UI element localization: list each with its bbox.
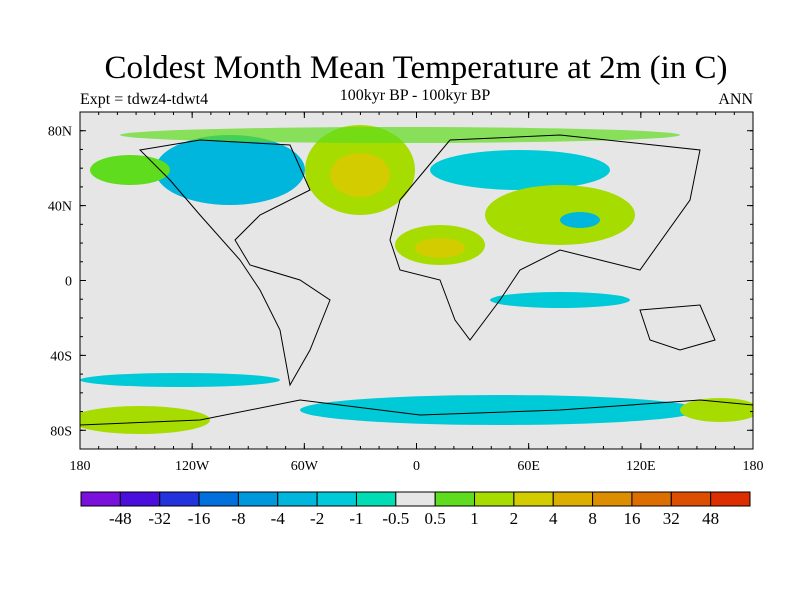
lat-tick-label: 80S xyxy=(50,424,72,439)
anomaly-patch xyxy=(300,395,700,425)
colorbar-box xyxy=(237,491,279,507)
axis-ticks: 180 120W 60W 0 60E 120E 180 80N 40N 0 40S 80S xyxy=(48,112,764,474)
colorbar-label: -1 xyxy=(349,509,363,528)
colorbar-box xyxy=(395,491,436,507)
anomaly-patch xyxy=(430,150,610,190)
colorbar-box xyxy=(552,491,594,507)
plot-title: Coldest Month Mean Temperature at 2m (in… xyxy=(104,50,728,86)
coastline-australia xyxy=(639,304,716,351)
anomaly-patch xyxy=(80,373,280,387)
colorbar-label: -32 xyxy=(148,509,171,528)
coastline-antarctica xyxy=(80,399,753,426)
colorbar-box xyxy=(316,491,357,507)
coastline-americas xyxy=(138,139,331,387)
colorbar-box xyxy=(198,491,239,507)
anomaly-patch xyxy=(490,292,630,308)
anomaly-patch xyxy=(90,155,170,185)
lon-tick-label: 60E xyxy=(517,459,540,474)
colorbar-label: 0.5 xyxy=(425,509,446,528)
lat-tick-label: 40S xyxy=(50,349,72,364)
period-label: 100kyr BP - 100kyr BP xyxy=(339,87,491,104)
lon-tick-label: 120W xyxy=(175,459,210,474)
colorbar-label: -4 xyxy=(271,509,286,528)
colorbar-box xyxy=(355,491,397,507)
anomaly-patch xyxy=(680,398,753,422)
colorbar-label: -16 xyxy=(188,509,211,528)
anomaly-patch xyxy=(155,135,305,205)
colorbar-box xyxy=(434,491,476,507)
anomaly-patch xyxy=(415,238,465,258)
colorbar-box xyxy=(119,491,161,507)
anomaly-patch xyxy=(330,153,390,197)
lat-tick-label: 40N xyxy=(48,200,72,215)
season-label: ANN xyxy=(718,91,753,108)
lon-tick-label: 180 xyxy=(70,459,91,474)
colorbar-box xyxy=(80,491,121,507)
colorbar-box xyxy=(159,491,200,507)
colorbar-label: -0.5 xyxy=(382,509,409,528)
colorbar-label: 16 xyxy=(623,509,640,528)
colorbar-label: 1 xyxy=(470,509,479,528)
coastline-eurasia-africa xyxy=(389,134,701,341)
lon-tick-label: 0 xyxy=(413,459,420,474)
lon-tick-label: 60W xyxy=(291,459,319,474)
colorbar-label: -8 xyxy=(231,509,245,528)
anomaly-patch xyxy=(120,127,680,143)
colorbar-box xyxy=(277,491,318,507)
experiment-label: Expt = tdwz4-tdwt4 xyxy=(80,91,209,108)
anomaly-patch xyxy=(560,212,600,228)
colorbar-label: -2 xyxy=(310,509,324,528)
colorbar-box xyxy=(631,491,672,507)
lon-tick-label: 120E xyxy=(626,459,656,474)
colorbar-label: -48 xyxy=(109,509,132,528)
anomaly-patch xyxy=(485,185,635,245)
colorbar: -48 -32 -16 -8 -4 -2 -1 -0.5 0.5 1 2 4 8 16 32 48 xyxy=(80,491,751,528)
colorbar-label: 48 xyxy=(702,509,719,528)
anomaly-field xyxy=(80,125,753,434)
colorbar-box xyxy=(513,491,554,507)
colorbar-label: 32 xyxy=(663,509,680,528)
lat-tick-label: 80N xyxy=(48,125,72,140)
colorbar-label: 8 xyxy=(588,509,597,528)
lon-tick-label: 180 xyxy=(743,459,764,474)
anomaly-patch xyxy=(80,406,210,434)
colorbar-box xyxy=(474,491,515,507)
colorbar-box xyxy=(592,491,633,507)
colorbar-box xyxy=(670,491,712,507)
lat-tick-label: 0 xyxy=(65,275,72,290)
colorbar-label: 4 xyxy=(549,509,558,528)
colorbar-label: 2 xyxy=(510,509,519,528)
colorbar-box xyxy=(710,491,751,507)
